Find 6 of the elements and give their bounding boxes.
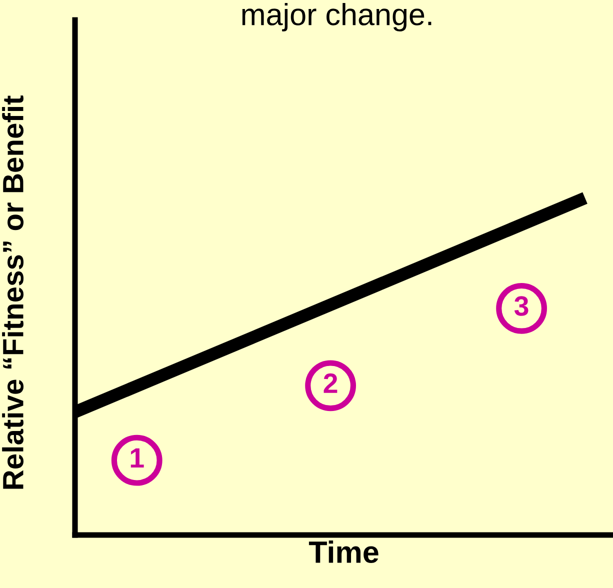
annotation: 3	[514, 296, 528, 316]
y-axis-title: Relative “Fitness” or Benefit	[2, 96, 24, 489]
annotation: 2	[324, 373, 338, 393]
annotation: 1	[130, 448, 144, 468]
chart-title: major change.	[242, 2, 432, 32]
x-axis-title: Time	[308, 540, 378, 563]
